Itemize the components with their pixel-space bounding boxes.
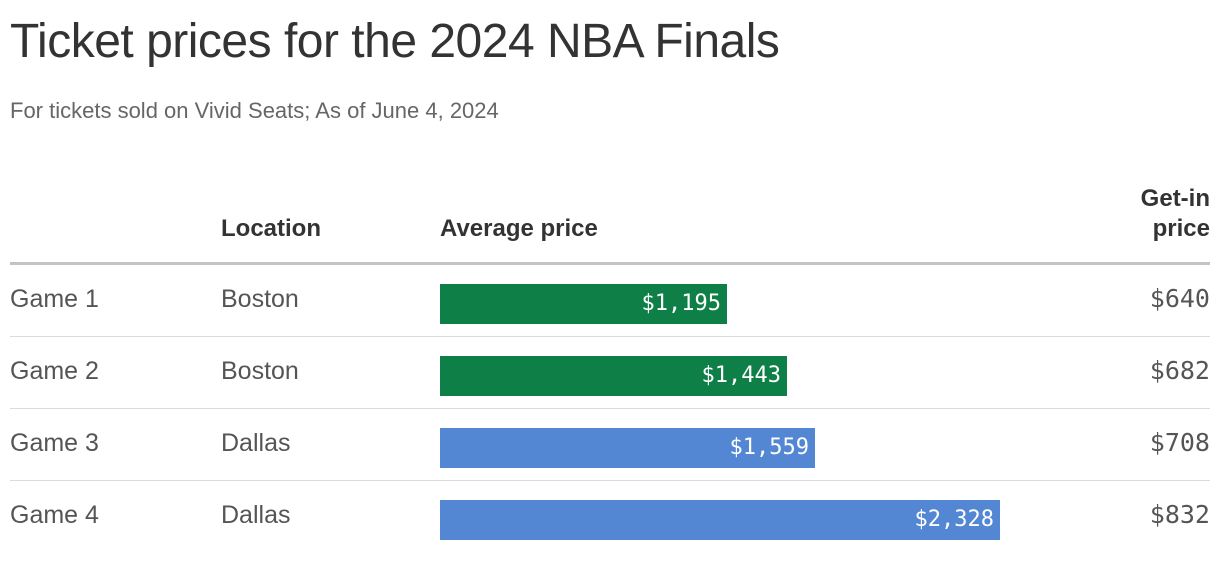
average-price-label: $1,443 [701, 363, 781, 388]
average-price-label: $2,328 [914, 507, 994, 532]
row-divider [10, 408, 1210, 409]
row-divider [10, 336, 1210, 337]
game-label: Game 2 [10, 357, 99, 385]
average-price-bar: $1,443 [440, 356, 787, 396]
getin-price-value: $640 [1149, 284, 1210, 313]
column-header-getin-line2: price [1152, 215, 1210, 242]
getin-price-value: $708 [1149, 428, 1210, 457]
chart-title: Ticket prices for the 2024 NBA Finals [10, 15, 780, 68]
game-label: Game 4 [10, 501, 99, 529]
average-price-bar: $2,328 [440, 500, 1000, 540]
game-label: Game 1 [10, 285, 99, 313]
column-header-average-price: Average price [440, 215, 598, 242]
column-header-location: Location [221, 215, 321, 242]
location-label: Boston [221, 357, 299, 385]
average-price-bar: $1,195 [440, 284, 727, 324]
column-header-getin-price: Get-in price [1050, 184, 1210, 244]
getin-price-value: $682 [1149, 356, 1210, 385]
average-price-label: $1,559 [729, 435, 809, 460]
game-label: Game 3 [10, 429, 99, 457]
table-row: Game 3 Dallas $1,559 $708 [10, 409, 1210, 481]
table-row: Game 1 Boston $1,195 $640 [10, 265, 1210, 337]
average-price-label: $1,195 [641, 291, 721, 316]
column-header-getin-line1: Get-in [1140, 185, 1210, 212]
location-label: Boston [221, 285, 299, 313]
location-label: Dallas [221, 429, 291, 457]
table-row: Game 2 Boston $1,443 $682 [10, 337, 1210, 409]
table-row: Game 4 Dallas $2,328 $832 [10, 481, 1210, 553]
header-divider [10, 262, 1210, 265]
getin-price-value: $832 [1149, 500, 1210, 529]
average-price-bar: $1,559 [440, 428, 815, 468]
chart-subtitle: For tickets sold on Vivid Seats; As of J… [10, 98, 499, 123]
location-label: Dallas [221, 501, 291, 529]
row-divider [10, 480, 1210, 481]
